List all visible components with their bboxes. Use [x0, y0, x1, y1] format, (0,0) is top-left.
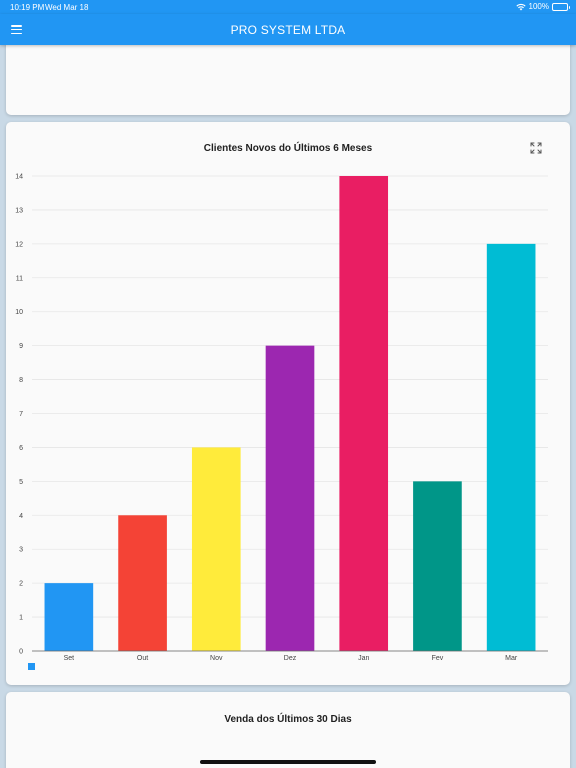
x-tick-label: Out [137, 655, 148, 662]
top-card [6, 40, 570, 115]
status-date: Wed Mar 18 [45, 3, 89, 12]
battery-percent: 100% [528, 2, 549, 11]
bottom-card: Venda dos Últimos 30 Dias [6, 692, 570, 768]
chart-title: Clientes Novos do Últimos 6 Meses [203, 143, 373, 154]
status-time: 10:19 PM [10, 3, 45, 12]
y-tick-label: 6 [19, 445, 23, 452]
bar-dez[interactable] [265, 345, 315, 651]
bar-nov[interactable] [191, 447, 241, 651]
hamburger-menu-icon[interactable] [11, 25, 22, 35]
y-tick-label: 9 [19, 343, 23, 350]
y-tick-label: 14 [15, 174, 23, 181]
x-tick-label: Set [64, 655, 75, 662]
battery-icon [552, 2, 570, 11]
y-tick-label: 10 [15, 309, 23, 316]
wifi-icon [515, 3, 526, 10]
y-tick-label: 1 [19, 615, 23, 622]
bar-fev[interactable] [413, 481, 462, 651]
bar-jan[interactable] [339, 176, 389, 651]
bar-out[interactable] [118, 515, 167, 651]
y-tick-label: 3 [19, 547, 23, 554]
x-tick-label: Fev [432, 655, 444, 662]
bar-mar[interactable] [486, 243, 536, 651]
x-tick-label: Mar [505, 655, 518, 662]
app-bar: PRO SYSTEM LTDA [0, 14, 576, 45]
expand-arrows-icon[interactable] [530, 142, 542, 154]
y-tick-label: 2 [19, 581, 23, 588]
legend-swatch [28, 663, 35, 670]
y-tick-label: 11 [16, 275, 23, 282]
home-indicator [200, 760, 376, 764]
y-tick-label: 7 [19, 411, 23, 418]
app-title: PRO SYSTEM LTDA [230, 23, 346, 37]
status-bar: 10:19 PM Wed Mar 18 100% [0, 0, 576, 14]
y-tick-label: 4 [19, 513, 23, 520]
bar-set[interactable] [44, 583, 94, 651]
y-tick-label: 12 [15, 241, 23, 248]
y-tick-label: 8 [19, 377, 23, 384]
y-tick-label: 13 [15, 207, 23, 214]
y-tick-label: 0 [19, 649, 23, 656]
status-right: 100% [515, 2, 570, 11]
x-tick-label: Dez [284, 655, 297, 662]
bottom-card-title: Venda dos Últimos 30 Dias [224, 714, 352, 725]
x-tick-label: Nov [210, 655, 223, 662]
y-tick-label: 5 [19, 479, 23, 486]
x-tick-label: Jan [358, 655, 369, 662]
